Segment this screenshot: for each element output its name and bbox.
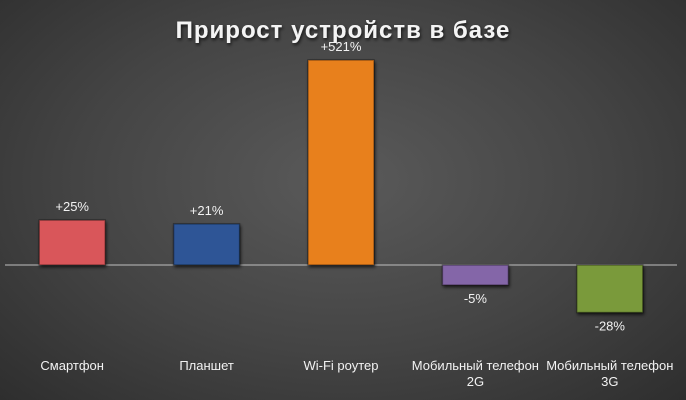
x-tick-label: Wi-Fi роутер xyxy=(303,358,379,373)
value-label: +521% xyxy=(321,39,362,54)
x-tick-label: Планшет xyxy=(179,358,234,373)
x-tick-label: Смартфон xyxy=(40,358,104,373)
x-tick-label: Мобильный телефон 2G xyxy=(411,358,539,389)
x-tick-label: Мобильный телефон 3G xyxy=(546,358,674,389)
chart-title: Прирост устройств в базе xyxy=(176,17,511,44)
bar xyxy=(172,223,241,266)
bar xyxy=(38,219,106,266)
value-label: +21% xyxy=(190,203,224,218)
bar xyxy=(576,264,644,314)
bar xyxy=(441,264,510,286)
value-label: -28% xyxy=(595,319,626,334)
value-label: +25% xyxy=(55,199,89,214)
value-label: -5% xyxy=(464,291,488,306)
bar xyxy=(307,59,375,266)
